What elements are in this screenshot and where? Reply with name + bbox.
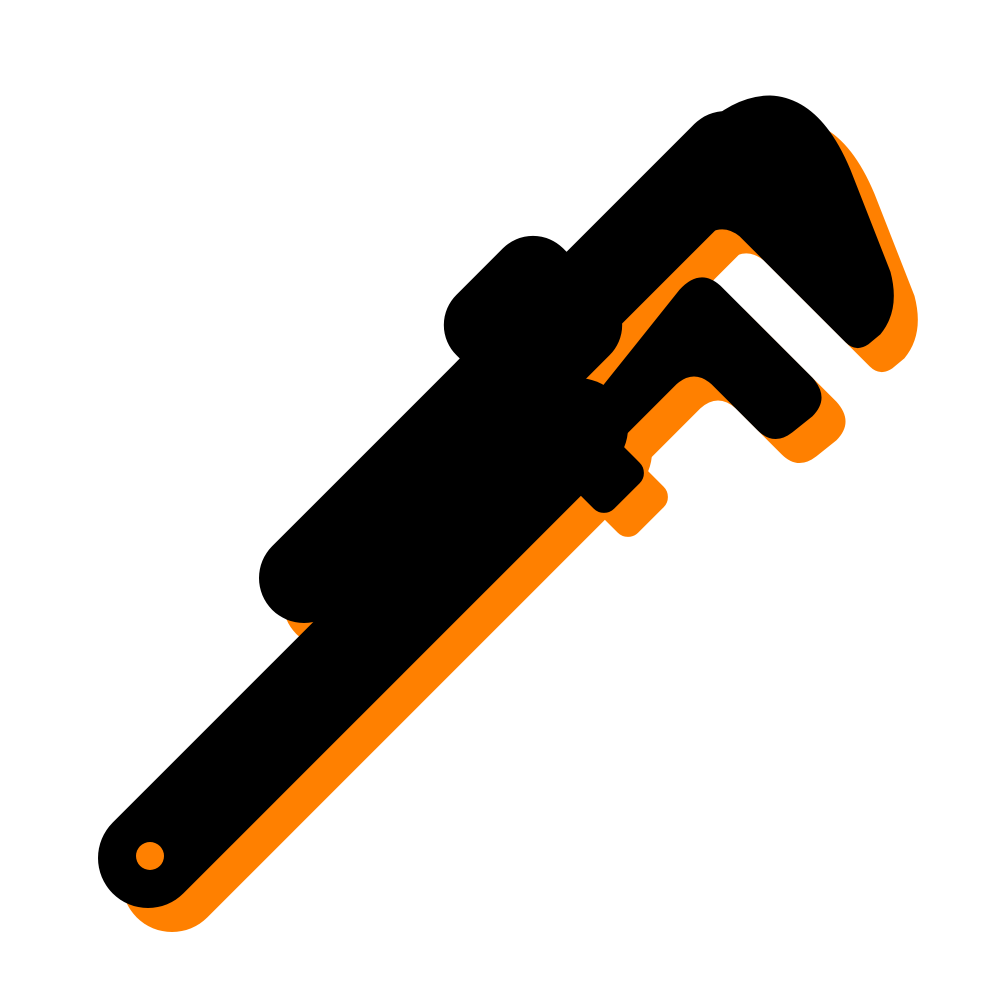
wrench-body [148,96,893,858]
hanging-hole [136,842,164,870]
